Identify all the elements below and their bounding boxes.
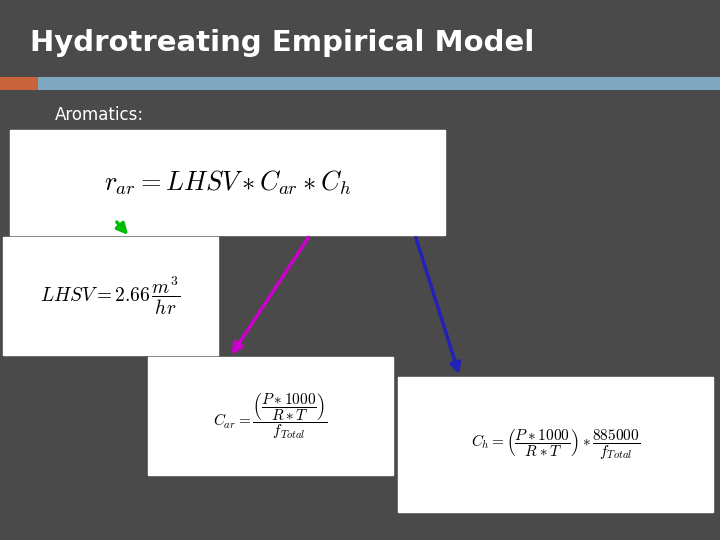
Text: Hydrotreating Empirical Model: Hydrotreating Empirical Model (30, 29, 534, 57)
Bar (0, 0, 720, 85)
Text: $C_h = \left(\dfrac{P*1000}{R*T}\right)*\dfrac{885000}{f_{Total}}$: $C_h = \left(\dfrac{P*1000}{R*T}\right)*… (471, 428, 640, 462)
Text: $r_{ar} = LHSV * C_{ar} * C_h$: $r_{ar} = LHSV * C_{ar} * C_h$ (104, 168, 351, 197)
Bar (148, 357, 393, 475)
Text: Aromatics:: Aromatics: (55, 106, 144, 124)
Bar (3, 237, 218, 355)
Text: $LHSV = 2.66\,\dfrac{m^3}{hr}$: $LHSV = 2.66\,\dfrac{m^3}{hr}$ (40, 275, 181, 317)
Text: $C_{ar} = \dfrac{\left(\dfrac{P*1000}{R*T}\right)}{f_{Total}}$: $C_{ar} = \dfrac{\left(\dfrac{P*1000}{R*… (213, 391, 328, 441)
Bar (38, 77, 720, 90)
Bar (398, 377, 713, 512)
Bar (10, 130, 445, 235)
Bar (0, 77, 38, 90)
